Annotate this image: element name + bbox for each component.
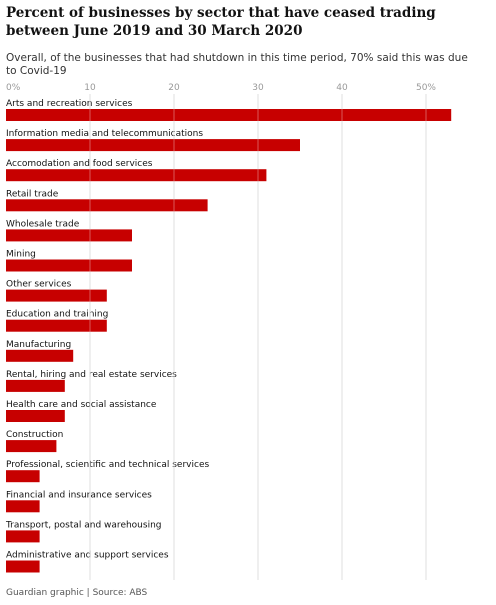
bar [6,560,40,573]
x-tick-label: 20 [168,83,180,93]
bar [6,500,40,513]
x-tick-label: 10 [84,83,96,93]
bar [6,199,208,212]
category-label: Retail trade [6,189,59,199]
category-label: Accomodation and food services [6,159,153,169]
bar [6,109,452,121]
bar [6,169,267,182]
category-label: Professional, scientific and technical s… [6,460,209,470]
category-label: Other services [6,280,72,290]
category-label: Transport, postal and warehousing [5,520,162,530]
x-tick-label: 30 [252,83,264,93]
bar-chart: 0% 10 20 30 40 50% Arts and recreation service… [5,83,452,580]
x-tick-label: 40 [336,83,348,93]
category-label: Arts and recreation services [6,99,133,109]
category-label: Mining [6,250,36,260]
category-label: Health care and social assistance [6,400,157,410]
category-label: Financial and insurance services [6,490,152,500]
category-label: Wholesale trade [6,219,80,229]
bar [6,379,65,392]
source-note: Guardian graphic | Source: ABS [6,588,148,598]
bar [6,259,132,272]
chart-subtitle: Overall, of the businesses that had shut… [6,52,468,77]
bar [6,530,40,543]
category-label: Education and training [6,310,108,320]
category-label: Construction [6,430,63,440]
bar [6,289,107,302]
category-label: Administrative and support services [6,551,169,561]
bar [6,229,132,242]
bar [6,410,65,422]
bar [6,319,107,332]
bar [6,470,40,483]
category-label: Manufacturing [6,340,71,350]
category-label: Information media and telecommunications [6,129,203,139]
chart-title: Percent of businesses by sector that hav… [6,5,436,39]
bar [6,139,300,152]
bar [6,349,74,362]
category-label: Rental, hiring and real estate services [6,370,177,380]
x-tick-label: 0% [6,83,21,93]
x-tick-label: 50% [416,83,436,93]
bar [6,440,57,453]
